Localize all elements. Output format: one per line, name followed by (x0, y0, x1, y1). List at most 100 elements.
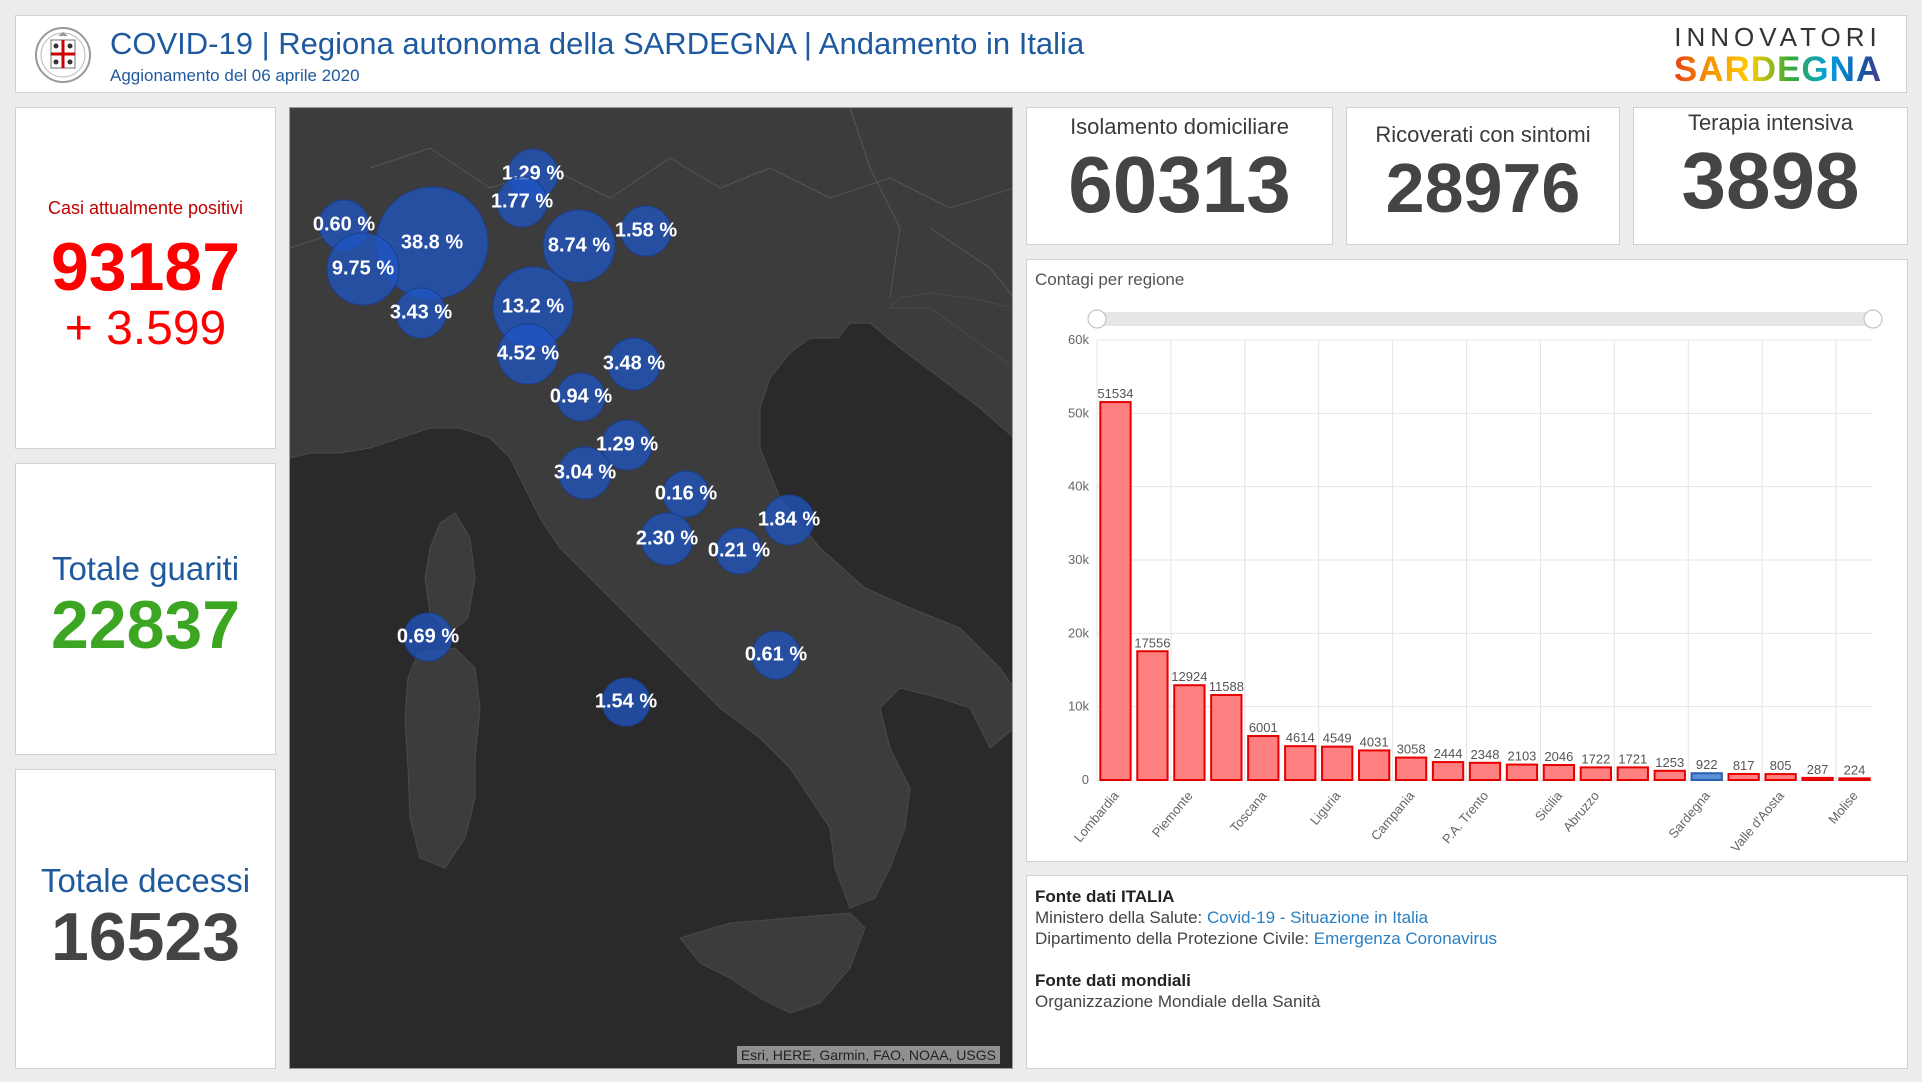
bar-chart[interactable]: 0 10k 20k 30k 40k 50k 60k 51534 Lombardia 17556 12… (1027, 260, 1909, 863)
y-tick-label: 0 (1082, 772, 1089, 787)
map-bubble[interactable] (558, 446, 612, 500)
ministry-label: Ministero della Salute: (1035, 908, 1207, 927)
recovered-card: Totale guariti 22837 (15, 463, 276, 755)
bar-value-label: 17556 (1134, 635, 1170, 650)
bar-campania[interactable] (1394, 756, 1428, 782)
map-bubble[interactable] (497, 323, 559, 385)
map-bubble[interactable] (395, 287, 447, 339)
y-tick-label: 50k (1068, 405, 1089, 420)
recovered-value: 22837 (50, 587, 241, 663)
bar-umbria[interactable] (1653, 769, 1686, 782)
bar-value-label: 2348 (1471, 747, 1500, 762)
bar-lazio[interactable] (1357, 749, 1391, 781)
bar-p-a-trento[interactable] (1468, 761, 1502, 782)
bar-friuli-venezia-giulia[interactable] (1505, 763, 1539, 782)
bar-value-label: 224 (1844, 762, 1866, 777)
map-bubble[interactable] (496, 176, 548, 228)
world-source-heading: Fonte dati mondiali (1035, 971, 1191, 990)
deaths-card: Totale decessi 16523 (15, 769, 276, 1069)
source-line-ministry: Ministero della Salute: Covid-19 - Situa… (1035, 907, 1899, 928)
map-bubble[interactable] (640, 512, 694, 566)
bar-abruzzo[interactable] (1579, 766, 1613, 782)
map-bubble-label: 1.84 % (758, 508, 820, 530)
map-bubble[interactable] (662, 470, 710, 518)
x-tick-label: Sicilia (1532, 788, 1566, 824)
map-bubble[interactable] (601, 419, 653, 471)
slider-right-handle[interactable] (1863, 309, 1883, 329)
map-bubble[interactable] (556, 372, 606, 422)
map-bubble[interactable] (326, 232, 400, 306)
bar-lombardia[interactable] (1099, 401, 1132, 781)
map-bubble[interactable] (403, 612, 453, 662)
map-bubble-label: 3.43 % (390, 301, 452, 323)
bar-sicilia[interactable] (1542, 763, 1576, 782)
map-bubble[interactable] (601, 677, 651, 727)
map-bubble-label: 13.2 % (502, 295, 564, 317)
region-chart-card: Contagi per regione 0 10k 20k 30k 40k 50k 60k 5… (1026, 259, 1908, 862)
intensive-care-card: Terapia intensiva 3898 (1633, 107, 1908, 245)
intensive-care-label: Terapia intensiva (1687, 110, 1854, 135)
intensive-care-value: 3898 (1681, 136, 1860, 225)
sources-card: Fonte dati ITALIA Ministero della Salute… (1026, 875, 1908, 1069)
bar-marche[interactable] (1284, 745, 1317, 781)
source-line-civil-protection: Dipartimento della Protezione Civile: Em… (1035, 928, 1899, 949)
bar-valle-d-aosta[interactable] (1764, 773, 1797, 782)
land-corsica (424, 512, 476, 634)
map-bubble-label: 3.48 % (603, 352, 665, 374)
bar-sardegna[interactable] (1690, 772, 1723, 781)
bar-value-label: 4549 (1323, 731, 1352, 746)
brand-bottom-text: SARDEGNA (1662, 52, 1894, 88)
chart-zoom-slider[interactable] (1097, 312, 1873, 326)
brand-top-text: INNOVATORI (1674, 22, 1882, 52)
x-tick-label: Abruzzo (1560, 788, 1602, 834)
map-bubble-label: 0.69 % (397, 625, 459, 647)
map-canvas[interactable]: 1.29 % 1.77 % 0.60 % 38.8 % 8.74 %1.58 % 9.75… (290, 108, 1013, 1069)
x-tick-label: Valle d'Aosta (1728, 788, 1788, 855)
map-bubble-label: 38.8 % (401, 231, 463, 253)
bar-piemonte[interactable] (1173, 684, 1206, 781)
bar-molise[interactable] (1838, 777, 1871, 782)
x-tick-label: Liguria (1307, 788, 1344, 828)
bar-value-label: 2103 (1507, 749, 1536, 764)
header-bar: COVID-19 | Regiona autonoma della SARDEG… (15, 15, 1907, 93)
map-bubbles: 1.29 % 1.77 % 0.60 % 38.8 % 8.74 %1.58 % 9.75… (313, 148, 820, 727)
bar-calabria[interactable] (1727, 773, 1760, 782)
bar-value-label: 922 (1696, 757, 1718, 772)
positive-cases-label: Casi attualmente positivi (47, 198, 244, 218)
slider-left-handle[interactable] (1087, 309, 1107, 329)
x-tick-label: Sardegna (1665, 788, 1713, 841)
home-isolation-label: Isolamento domiciliare (1070, 114, 1289, 139)
bar-value-label: 287 (1807, 762, 1829, 777)
bar-basilicata[interactable] (1801, 776, 1834, 781)
land-mainland (290, 108, 1012, 909)
y-tick-label: 30k (1068, 552, 1089, 567)
map-bubble[interactable] (542, 209, 616, 283)
bar-puglia[interactable] (1616, 766, 1649, 781)
x-tick-label: Lombardia (1071, 788, 1122, 845)
bar-emilia-romagna[interactable] (1136, 650, 1169, 782)
bar-toscana[interactable] (1247, 734, 1280, 782)
bar-p-a-bolzano[interactable] (1431, 761, 1465, 781)
map-bubble-label: 1.77 % (491, 190, 553, 212)
map-bubble-label: 0.60 % (313, 213, 375, 235)
italy-map[interactable]: 1.29 % 1.77 % 0.60 % 38.8 % 8.74 % 1.58 % 9.75… (289, 107, 1013, 1069)
bar-value-label: 3058 (1397, 742, 1426, 757)
home-isolation-card: Isolamento domiciliare 60313 (1026, 107, 1333, 245)
civil-protection-label: Dipartimento della Protezione Civile: (1035, 929, 1314, 948)
map-bubble[interactable] (607, 337, 661, 391)
map-bubble-label: 8.74 % (548, 234, 610, 256)
bar-veneto[interactable] (1210, 694, 1243, 781)
map-bubble-label: 1.58 % (615, 219, 677, 241)
map-bubble-label: 2.30 % (636, 527, 698, 549)
map-bubble[interactable] (751, 630, 801, 680)
bar-liguria[interactable] (1321, 745, 1354, 781)
world-source-line: Organizzazione Mondiale della Sanità (1035, 992, 1321, 1011)
map-bubble[interactable] (715, 527, 763, 575)
civil-protection-link[interactable]: Emergenza Coronavirus (1313, 929, 1498, 948)
italy-source-heading: Fonte dati ITALIA (1035, 887, 1175, 906)
ministry-link[interactable]: Covid-19 - Situazione in Italia (1206, 908, 1429, 927)
page-title: COVID-19 | Regiona autonoma della SARDEG… (110, 26, 1085, 61)
map-bubble[interactable] (763, 494, 815, 546)
map-bubble[interactable] (620, 205, 672, 257)
map-bubble-label: 9.75 % (332, 257, 394, 279)
